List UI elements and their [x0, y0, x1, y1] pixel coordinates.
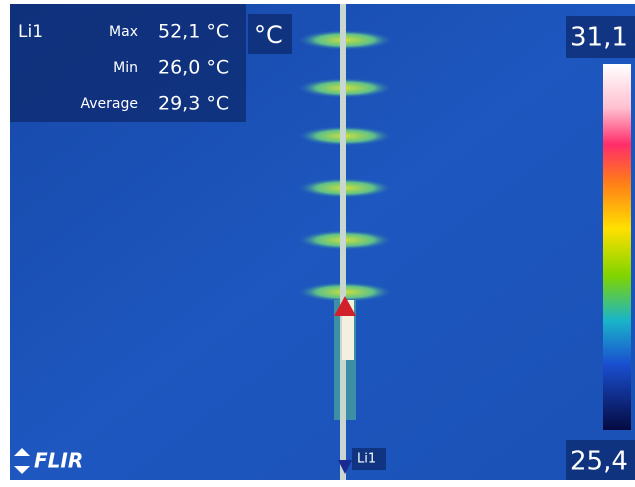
row-value: 29,3 °C [158, 93, 229, 115]
page: Li1 Max 52,1 °C Min 26,0 °C Average 29,3… [0, 0, 635, 483]
scale-top: 31,1 [570, 23, 628, 53]
row-name: Min [113, 60, 138, 76]
scale-bottom: 25,4 [570, 447, 628, 477]
row-value: 26,0 °C [158, 57, 229, 79]
unit: °C [254, 21, 283, 49]
row-name: Average [81, 96, 139, 112]
row-name: Max [109, 24, 138, 40]
line-label: Li1 [357, 452, 376, 467]
row-value: 52,1 °C [158, 21, 229, 43]
color-bar [603, 64, 631, 430]
thermal-view: Li1 Max 52,1 °C Min 26,0 °C Average 29,3… [0, 0, 635, 483]
measurement-label: Li1 [18, 22, 43, 42]
logo-text: FLIR [34, 449, 83, 473]
